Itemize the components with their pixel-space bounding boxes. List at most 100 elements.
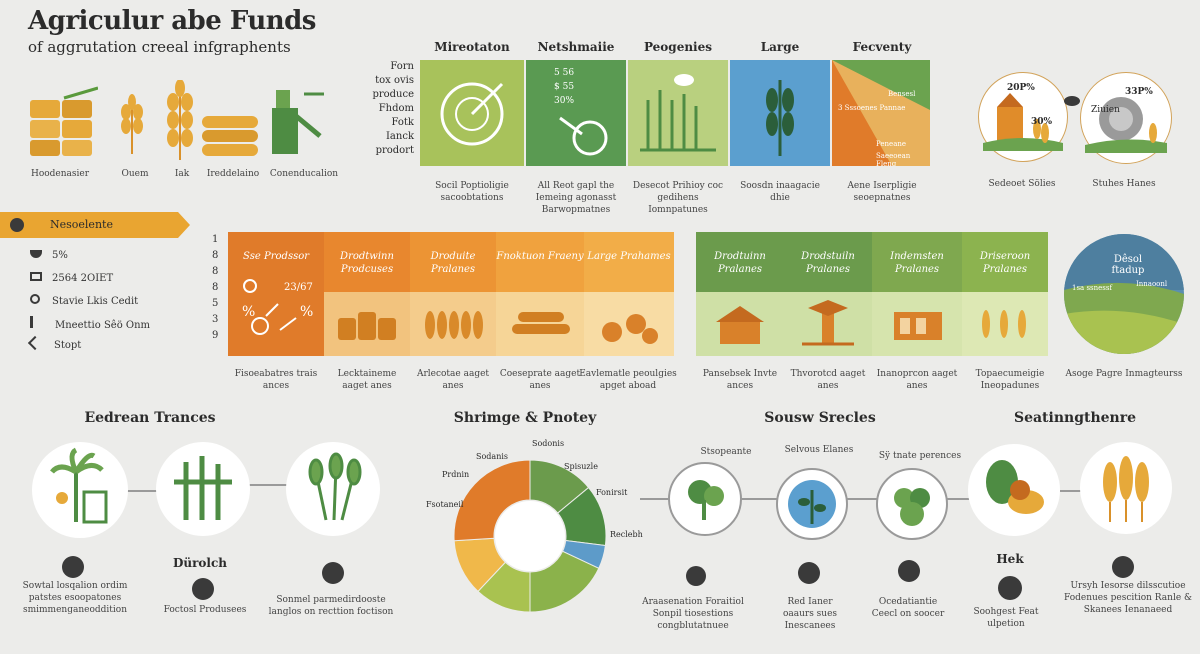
tractor-label: Ziuien: [1091, 105, 1120, 115]
bottom-right-caption-1: Soohgest Feat ulpetion: [973, 607, 1039, 629]
bottom-mid-caption-1: Araasenation Foraitiol Sonpil tiosestion…: [642, 597, 744, 631]
bracket-icon: [30, 316, 41, 328]
panel-triangle: 3 Sssoenes Pannae Bensesl Peneane Saeeoe…: [832, 60, 930, 166]
page-subtitle: of aggrutation creeal infgraphents: [28, 38, 291, 56]
panel-caption-4: Soosdn inaagacie dhie: [740, 181, 820, 203]
orange-panel-4: Fnoktuon Fraeny: [496, 232, 584, 356]
connector-line: [1060, 490, 1082, 492]
connector-line: [126, 490, 158, 492]
crops-icon: [982, 310, 1026, 338]
leaf-icon: [766, 80, 794, 156]
orange-panel-3: Droduite Pralanes: [410, 232, 496, 356]
bottom-mid-label-2: Selvous Elanes: [784, 445, 854, 455]
connector-line: [248, 484, 288, 486]
pct-1: 20P%: [1007, 83, 1035, 93]
hay-bales-icon: [28, 80, 98, 160]
wheat-right-circle: [1080, 442, 1172, 534]
nutrition-banner: Nesoelente: [0, 212, 190, 238]
calendar-icon: [686, 566, 706, 586]
hek-label: Hek: [996, 552, 1024, 566]
donut-label-5: Prdnin: [442, 470, 470, 479]
info-icon: [10, 218, 24, 232]
panel-target: [420, 60, 524, 166]
wheat-circle: [286, 442, 380, 536]
panel-farm: [628, 60, 728, 166]
section-title-2: Shrimge & Pnotey: [453, 410, 597, 426]
machine-icon: [894, 312, 942, 340]
panel-title-5: Fecventy: [852, 40, 912, 54]
page-title: Agriculur abe Funds: [28, 6, 316, 36]
nutrition-list: 5% 2564 2OIET Stavie Lkis Cedit Mneettio…: [27, 250, 150, 360]
sprayer-icon: [268, 86, 328, 156]
plant-circle: [876, 468, 948, 540]
green-caption-2: Thvorotcd aaget anes: [790, 369, 866, 391]
panel-caption-5: Aene Iserpligie seoepnatnes: [847, 181, 917, 203]
icon-label-1: Hoodenasier: [30, 169, 90, 179]
donut-hole: [495, 501, 565, 571]
section-title-4: Seatinngthenre: [1013, 410, 1137, 426]
door-icon: [1112, 556, 1134, 578]
bamboo-icon: [174, 456, 232, 520]
palm-tree-icon: [50, 447, 108, 524]
donut-slice-reclebh: [453, 459, 531, 542]
sprout-icon: [788, 480, 836, 528]
section-title-1: Eedrean Trances: [84, 410, 216, 426]
orange-caption-2: Lecktaineme aaget anes: [337, 369, 397, 391]
bottom-left-caption-2: Foctosl Produsees: [163, 605, 247, 615]
green-caption-1: Pansebsek Invte ances: [702, 369, 778, 391]
tree-circle: [668, 462, 742, 536]
donut-label-4: Fonirsit: [596, 488, 628, 497]
connector-line: [640, 498, 670, 500]
percent-symbols-icon: %%: [242, 279, 313, 335]
orange-caption-5: Eavlematle peoulgies apget aboad: [579, 369, 677, 391]
arrow-icon: [27, 335, 43, 351]
tractor-icon: [1085, 97, 1167, 153]
sky-plant-circle: [776, 468, 848, 540]
green-caption-3: Inanoprcon aaget anes: [876, 369, 958, 391]
flower-icon: [798, 562, 820, 584]
panel5-mark-3: Peneane: [876, 140, 907, 148]
connector-line: [944, 498, 974, 500]
panel-caption-2: All Reot gapl the Iemeing agonasst Barwo…: [535, 181, 617, 215]
bales-icon: [338, 312, 396, 340]
mail-icon: [30, 272, 42, 281]
bottom-mid-caption-3: Ocedatiantie Ceecl on soocer: [871, 597, 945, 619]
left-list: Forn tox ovis produce Fhdom Fotk Ianck prodor…: [372, 61, 414, 156]
pct-2: 30%: [1031, 117, 1053, 127]
section-title-3: Sousw Srecles: [764, 410, 876, 426]
panel-title-2: Netshmaiie: [537, 40, 615, 54]
target-icon: [440, 82, 504, 146]
barn-icon: [983, 93, 1063, 151]
globe-title: Dêsol ftadup: [1111, 254, 1145, 276]
bread-loaves-icon: [200, 110, 260, 158]
bottom-right-caption-2: Ursyh Iesorse dilsscutioe Fodenues pesci…: [1063, 581, 1193, 615]
icon-label-4: Ireddelaino: [206, 169, 260, 179]
panel2-mark-2: $ 55: [554, 82, 575, 92]
panel-title-3: Peogenies: [643, 40, 713, 54]
right-caption-1: Sedeoet Sölies: [988, 179, 1056, 189]
bottom-mid-label-3: Sÿ tnate perences: [878, 451, 962, 461]
connector-line: [740, 498, 780, 500]
bottom-mid-caption-2: Red Ianer oaaurs sues Inescanees: [782, 597, 838, 631]
bamboo-circle: [156, 442, 250, 536]
barn-small-icon: [716, 306, 764, 344]
green-caption-4: Topaecumeigie Ineopadunes: [975, 369, 1045, 391]
panel-leaf: [730, 60, 830, 166]
orange-panel-1: Sse Prodssor 23/67 %%: [228, 232, 324, 356]
banner-label: Nesoelente: [50, 218, 113, 231]
globe-label-2: Innaoonl: [1136, 280, 1168, 288]
icon-label-5: Conenducalion: [269, 169, 339, 179]
tractor-circle: 33P% Ziuien: [1080, 72, 1172, 164]
panel-caption-3: Desecot Prihioy coc gedihens Iomnpatunes: [632, 181, 724, 215]
orange-caption-3: Arlecotae aaget anes: [416, 369, 490, 391]
orange-panel-2: Drodtwinn Prodcuses: [324, 232, 410, 356]
bird-icon: [192, 578, 214, 600]
clock-icon: [998, 576, 1022, 600]
donut-label-6: Fsotaneil: [426, 500, 464, 509]
leaf-small-icon: [898, 560, 920, 582]
panel5-mark-4: Saeeoean Fleng: [876, 152, 911, 166]
donut-label-7: Reclebh: [610, 530, 643, 539]
windmill-icon: [802, 300, 854, 346]
globe-label-1: 1sa ssnessf: [1072, 284, 1113, 292]
bottom-left-caption-3: Sonmel parmedirdooste langlos on recttio…: [268, 595, 394, 617]
